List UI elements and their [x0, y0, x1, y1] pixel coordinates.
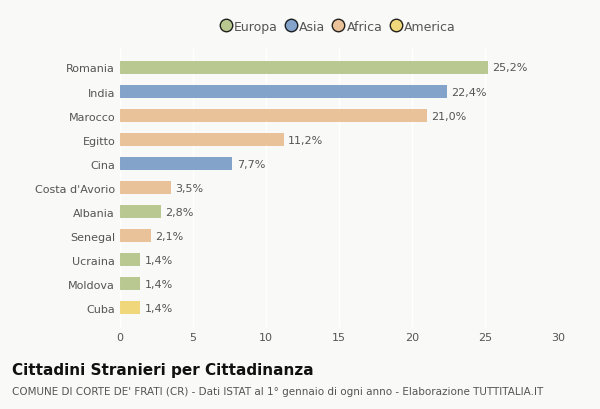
Text: 3,5%: 3,5% — [175, 183, 203, 193]
Text: 2,8%: 2,8% — [165, 207, 194, 217]
Text: 2,1%: 2,1% — [155, 231, 183, 241]
Text: Cittadini Stranieri per Cittadinanza: Cittadini Stranieri per Cittadinanza — [12, 362, 314, 377]
Bar — [120, 277, 140, 290]
Bar — [120, 62, 488, 75]
Text: 22,4%: 22,4% — [451, 87, 487, 97]
Bar — [120, 134, 284, 147]
Text: 11,2%: 11,2% — [288, 135, 323, 145]
Bar — [120, 110, 427, 123]
Bar — [120, 229, 151, 243]
Text: 7,7%: 7,7% — [237, 159, 265, 169]
Text: COMUNE DI CORTE DE' FRATI (CR) - Dati ISTAT al 1° gennaio di ogni anno - Elabora: COMUNE DI CORTE DE' FRATI (CR) - Dati IS… — [12, 387, 543, 396]
Text: 1,4%: 1,4% — [145, 279, 173, 289]
Text: 1,4%: 1,4% — [145, 255, 173, 265]
Bar — [120, 157, 232, 171]
Bar — [120, 301, 140, 315]
Text: 21,0%: 21,0% — [431, 111, 466, 121]
Text: 25,2%: 25,2% — [493, 63, 527, 73]
Bar — [120, 182, 171, 195]
Bar — [120, 254, 140, 267]
Text: 1,4%: 1,4% — [145, 303, 173, 313]
Bar — [120, 205, 161, 219]
Legend: Europa, Asia, Africa, America: Europa, Asia, Africa, America — [218, 16, 460, 39]
Bar — [120, 86, 447, 99]
